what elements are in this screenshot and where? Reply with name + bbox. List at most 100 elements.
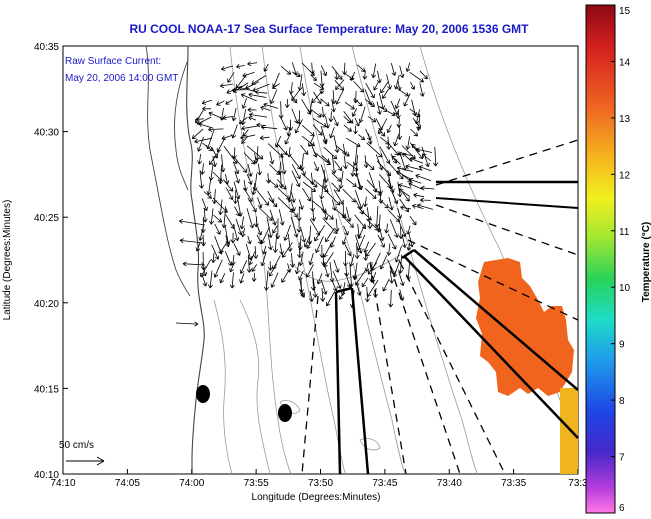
current-vector xyxy=(321,155,330,163)
current-vector xyxy=(269,209,277,226)
current-vector xyxy=(226,88,237,94)
current-vector xyxy=(417,203,434,210)
current-vector xyxy=(382,88,390,99)
y-tick-label: 40:20 xyxy=(34,299,59,310)
current-vector xyxy=(420,197,431,203)
current-vector xyxy=(394,98,401,109)
current-vector xyxy=(355,235,363,254)
current-vector xyxy=(390,153,398,164)
y-tick-label: 40:35 xyxy=(34,42,59,53)
current-vector xyxy=(331,98,336,113)
current-vector xyxy=(415,147,433,153)
current-vector xyxy=(397,208,403,219)
current-vector xyxy=(362,196,368,208)
current-vector xyxy=(240,134,256,140)
current-vector xyxy=(241,136,249,144)
current-vector xyxy=(342,143,348,156)
current-vector xyxy=(333,259,340,273)
current-vector xyxy=(343,116,352,124)
sst-patch xyxy=(476,258,574,396)
current-vector xyxy=(303,235,311,248)
current-vector xyxy=(229,263,235,273)
current-vector xyxy=(267,233,273,251)
current-vector xyxy=(395,109,401,119)
current-vector xyxy=(374,205,380,228)
colorbar-tick-label: 10 xyxy=(619,283,631,294)
x-axis-label: Longitude (Degrees:Minutes) xyxy=(252,492,381,503)
current-vector xyxy=(219,242,227,254)
current-vector xyxy=(363,155,369,168)
colorbar-tick-label: 14 xyxy=(619,57,631,68)
current-vector xyxy=(220,65,234,71)
current-vector xyxy=(369,261,375,283)
current-vector xyxy=(380,81,389,94)
colorbar-tick-label: 6 xyxy=(619,503,625,514)
current-vector xyxy=(233,156,247,173)
current-vector xyxy=(401,145,416,160)
current-vector xyxy=(315,236,324,254)
current-vector xyxy=(405,262,411,280)
current-vector xyxy=(281,269,290,283)
current-vector xyxy=(313,161,319,172)
x-tick-label: 73:50 xyxy=(308,478,333,489)
x-tick-label: 73:55 xyxy=(244,478,269,489)
radar-site-marker xyxy=(278,404,292,422)
current-vector xyxy=(346,178,357,187)
current-vector xyxy=(320,199,329,221)
current-vector xyxy=(208,126,224,132)
current-vector xyxy=(247,61,258,67)
current-vector xyxy=(242,71,255,78)
current-vector xyxy=(300,226,307,243)
current-vector xyxy=(276,179,287,190)
current-vector xyxy=(245,81,260,90)
current-vector xyxy=(240,227,246,238)
current-vector xyxy=(299,279,305,297)
current-vector xyxy=(298,199,304,210)
current-vector xyxy=(206,178,212,195)
current-vector xyxy=(398,188,410,197)
colorbar-tick-label: 8 xyxy=(619,396,625,407)
current-vector xyxy=(260,105,271,111)
colorbar-label: Temperature (°C) xyxy=(641,222,651,303)
scale-arrow xyxy=(66,456,105,466)
current-vector xyxy=(357,223,366,240)
current-vector xyxy=(358,106,366,123)
current-vector xyxy=(291,71,301,78)
current-vector xyxy=(391,155,401,165)
current-vector xyxy=(362,70,368,80)
y-axis: 40:35 40:30 40:25 40:20 40:15 40:10 xyxy=(34,42,68,481)
current-vector xyxy=(357,64,366,72)
current-vector xyxy=(308,252,314,266)
current-vector xyxy=(209,208,215,225)
current-vector xyxy=(331,172,342,182)
current-vector xyxy=(410,128,418,137)
current-vector xyxy=(269,89,278,104)
current-vector xyxy=(350,71,356,81)
current-vector xyxy=(335,145,350,157)
current-vector xyxy=(419,70,428,80)
current-vector xyxy=(231,108,237,122)
current-vector xyxy=(260,251,267,267)
current-vector xyxy=(298,270,304,281)
current-vector xyxy=(373,81,379,91)
current-vector xyxy=(377,234,385,248)
current-vector xyxy=(416,116,422,131)
current-vector xyxy=(408,182,423,190)
current-vector xyxy=(320,65,327,77)
x-tick-label: 73:35 xyxy=(501,478,526,489)
current-vector xyxy=(202,106,212,112)
current-vector xyxy=(281,153,287,175)
current-vector xyxy=(241,97,247,109)
current-vector xyxy=(297,242,303,258)
current-vector xyxy=(418,165,432,172)
current-vector xyxy=(198,170,204,189)
current-vector xyxy=(403,93,411,107)
current-vector xyxy=(331,182,341,192)
current-vector xyxy=(268,197,278,208)
current-vector xyxy=(302,181,316,192)
current-vector xyxy=(258,207,273,221)
current-vector xyxy=(238,85,256,92)
current-vector xyxy=(216,100,225,106)
current-vector xyxy=(357,178,363,191)
current-vector xyxy=(378,128,386,137)
